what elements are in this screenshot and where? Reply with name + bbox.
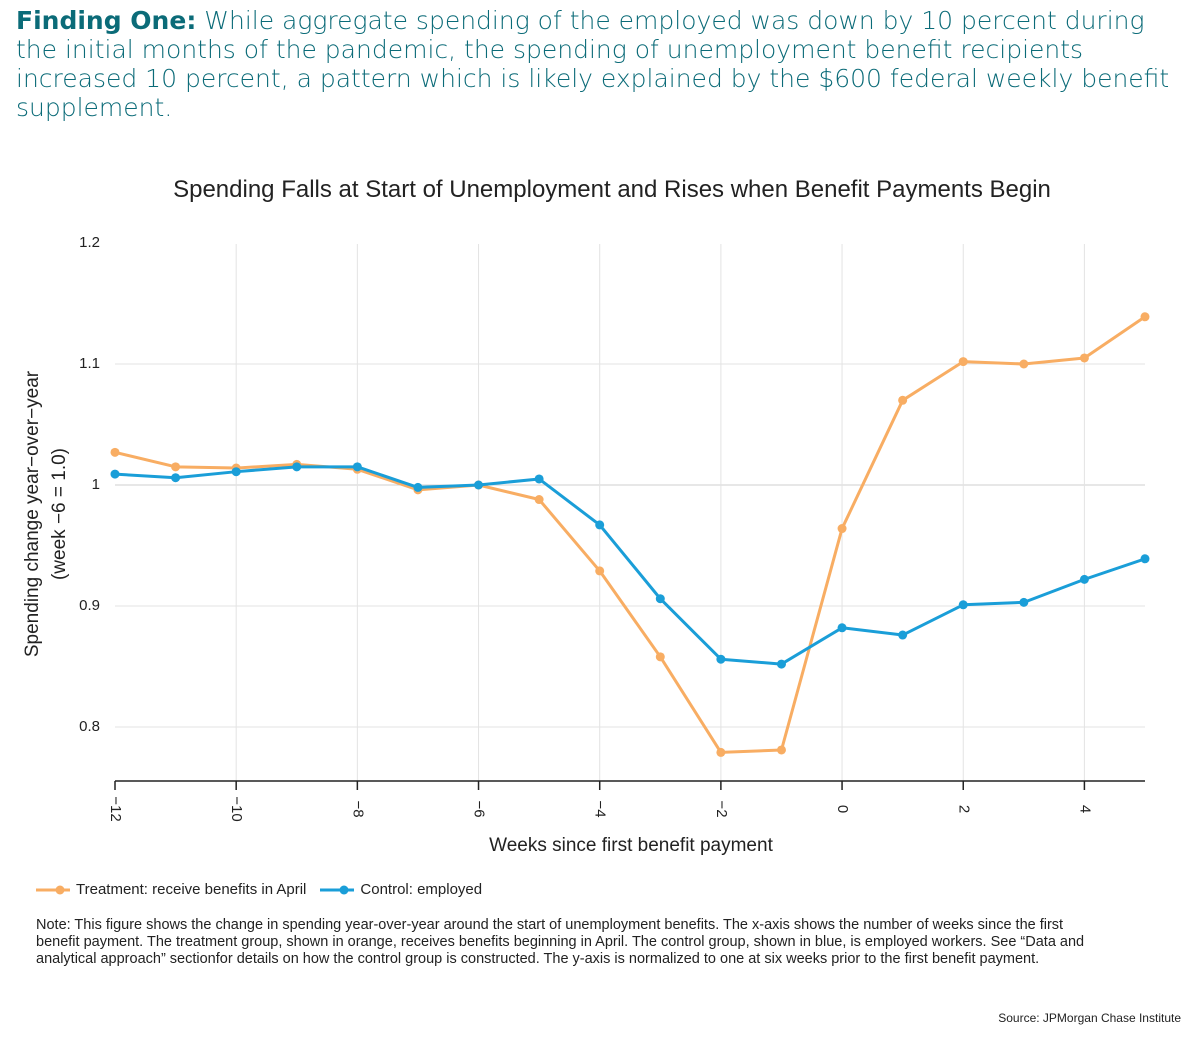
chart-labels: 0.8 0.9 1 1.1 1.2 −12 −10 −8 −6 −4 −2 0 2 4 Weeks sinc… [22, 234, 1093, 856]
chart-legend: Treatment: receive benefits in April Con… [36, 881, 490, 898]
legend-swatch-control [320, 885, 355, 894]
finding-lead: Finding One: [16, 6, 197, 35]
data-point-control [292, 462, 302, 472]
data-point-control [958, 600, 968, 610]
data-point-control [595, 520, 605, 530]
y-tick-label: 1 [92, 476, 100, 493]
data-point-treatment [716, 747, 726, 757]
finding-text: Finding One: While aggregate spending of… [16, 6, 1186, 122]
x-tick-label: −6 [471, 800, 488, 817]
data-point-control [352, 462, 362, 472]
x-axis-title: Weeks since first benefit payment [489, 835, 773, 856]
chart-grid [115, 244, 1145, 781]
data-point-treatment [171, 462, 181, 472]
data-point-control [1019, 597, 1029, 607]
legend-label-treatment: Treatment: receive benefits in April [76, 881, 307, 898]
chart-note: Note: This figure shows the change in sp… [36, 917, 1085, 967]
data-point-treatment [958, 357, 968, 367]
y-tick-label: 0.8 [79, 718, 100, 735]
data-point-control [534, 474, 544, 484]
data-point-control [1079, 574, 1089, 584]
finding-body: While aggregate spending of the employed… [16, 6, 1170, 122]
data-point-treatment [655, 652, 665, 662]
data-point-control [1140, 554, 1150, 564]
series-line-treatment [114, 315, 1146, 754]
x-tick-label: 4 [1076, 805, 1093, 813]
chart-axes [114, 780, 1145, 790]
data-point-control [837, 623, 847, 633]
x-tick-label: −8 [349, 800, 366, 817]
data-point-treatment [595, 566, 605, 576]
y-tick-label: 1.1 [79, 355, 100, 372]
data-point-treatment [898, 395, 908, 405]
x-tick-label: −10 [228, 796, 245, 821]
line-chart: 0.8 0.9 1 1.1 1.2 −12 −10 −8 −6 −4 −2 0 2 4 Weeks sinc… [22, 234, 1150, 856]
data-point-control [776, 659, 786, 669]
x-tick-label: −2 [713, 800, 730, 817]
data-point-control [655, 594, 665, 604]
legend-item-control: Control: employed [320, 881, 482, 898]
data-point-treatment [534, 495, 544, 505]
legend-item-treatment: Treatment: receive benefits in April [36, 881, 306, 898]
legend-swatch-treatment [36, 885, 70, 894]
data-point-control [231, 467, 241, 477]
x-tick-label: −4 [592, 800, 609, 817]
data-point-control [716, 654, 726, 664]
y-axis-subtitle: (week −6 = 1.0) [49, 448, 70, 580]
y-tick-label: 0.9 [79, 597, 100, 614]
y-tick-label: 1.2 [79, 234, 100, 251]
data-point-control [898, 630, 908, 640]
series-line-control [114, 465, 1146, 666]
data-point-control [110, 469, 120, 479]
x-tick-label: −12 [107, 796, 124, 821]
data-point-treatment [837, 524, 847, 534]
data-point-control [171, 473, 181, 483]
source-credit: Source: JPMorgan Chase Institute [998, 1011, 1181, 1025]
data-point-treatment [1079, 353, 1089, 363]
chart-title: Spending Falls at Start of Unemployment … [173, 176, 1051, 203]
x-tick-label: 0 [834, 805, 851, 813]
chart-series [110, 312, 1150, 757]
data-point-treatment [1140, 312, 1150, 322]
legend-label-control: Control: employed [360, 881, 483, 898]
data-point-treatment [110, 447, 120, 457]
data-point-control [413, 482, 423, 492]
y-axis-title: Spending change year−over−year [22, 370, 43, 657]
data-point-treatment [1019, 359, 1029, 369]
x-tick-label: 2 [955, 805, 972, 813]
data-point-treatment [776, 745, 786, 755]
data-point-control [474, 480, 484, 490]
